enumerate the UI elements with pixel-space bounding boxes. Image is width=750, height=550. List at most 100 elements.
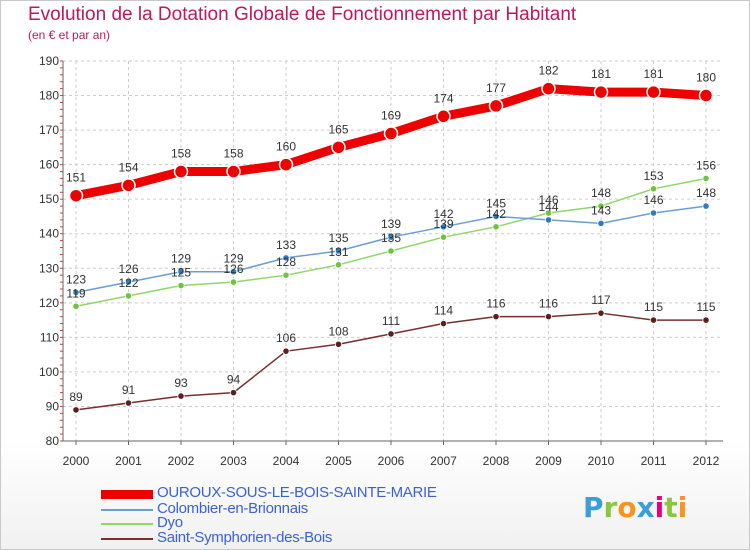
data-label: 148 xyxy=(696,186,716,200)
data-label: 181 xyxy=(643,67,663,81)
y-tick-label: 120 xyxy=(39,296,59,310)
x-tick-label: 2009 xyxy=(535,454,562,468)
legend-label: OUROUX-SOUS-LE-BOIS-SAINTE-MARIE xyxy=(157,484,437,501)
x-tick-label: 2001 xyxy=(115,454,142,468)
x-tick-label: 2003 xyxy=(220,454,247,468)
y-tick-label: 160 xyxy=(39,158,59,172)
data-point xyxy=(334,261,343,269)
data-point xyxy=(649,316,658,324)
legend-label: Saint-Symphorien-des-Bois xyxy=(157,529,333,546)
data-point xyxy=(72,406,80,414)
data-point xyxy=(541,81,556,96)
data-point xyxy=(597,219,605,227)
data-point xyxy=(72,302,80,310)
data-label: 125 xyxy=(171,266,191,280)
legend-swatch xyxy=(101,489,153,499)
legend-swatch xyxy=(101,523,153,525)
data-label: 156 xyxy=(696,158,716,172)
data-label: 89 xyxy=(69,390,83,404)
x-tick-label: 2002 xyxy=(168,454,195,468)
y-tick-label: 80 xyxy=(46,434,60,448)
data-label: 116 xyxy=(486,297,505,311)
chart-subtitle: (en € et par an) xyxy=(28,28,111,42)
data-label: 165 xyxy=(328,122,348,136)
data-label: 144 xyxy=(538,200,558,214)
x-tick-label: 2005 xyxy=(325,454,352,468)
legend-item: OUROUX-SOUS-LE-BOIS-SAINTE-MARIE xyxy=(101,484,437,502)
y-tick-label: 190 xyxy=(39,54,59,68)
data-point xyxy=(278,157,294,172)
x-tick-label: 2007 xyxy=(430,454,457,468)
data-point xyxy=(544,209,553,217)
data-point xyxy=(124,278,133,286)
data-label: 145 xyxy=(486,196,506,210)
legend-item: Saint-Symphorien-des-Bois xyxy=(101,529,401,547)
y-tick-label: 90 xyxy=(46,399,60,413)
data-label: 139 xyxy=(381,217,401,231)
data-point xyxy=(229,389,238,397)
data-label: 139 xyxy=(433,217,453,231)
data-point xyxy=(488,98,504,114)
data-point xyxy=(439,233,448,241)
data-label: 115 xyxy=(644,300,663,314)
x-tick-label: 2012 xyxy=(693,454,720,468)
x-tick-label: 2006 xyxy=(378,454,405,468)
data-point xyxy=(646,84,661,100)
legend-swatch xyxy=(101,538,153,540)
data-label: 174 xyxy=(433,91,453,105)
data-point xyxy=(282,271,290,279)
data-point xyxy=(124,292,133,300)
y-tick-label: 180 xyxy=(39,89,59,103)
data-label: 123 xyxy=(66,272,86,286)
data-point xyxy=(387,247,395,255)
chart-title: Evolution de la Dotation Globale de Fonc… xyxy=(28,4,577,25)
data-point xyxy=(597,202,605,210)
data-label: 129 xyxy=(223,252,243,266)
legend-label: Dyo xyxy=(157,514,183,531)
data-label: 119 xyxy=(66,286,85,300)
logo-letter: o xyxy=(617,491,637,524)
data-point xyxy=(597,309,605,317)
data-point xyxy=(593,84,609,100)
data-label: 158 xyxy=(223,147,243,161)
data-point xyxy=(383,126,399,141)
x-tick-label: 2000 xyxy=(63,454,90,468)
data-label: 146 xyxy=(538,193,558,207)
data-label: 122 xyxy=(118,276,138,290)
data-label: 93 xyxy=(174,376,188,390)
data-label: 143 xyxy=(591,203,611,217)
data-point xyxy=(282,254,290,262)
y-tick-label: 170 xyxy=(39,123,59,137)
data-label: 158 xyxy=(171,147,191,161)
logo-letter: x xyxy=(636,491,655,524)
data-point xyxy=(492,212,500,221)
data-label: 133 xyxy=(276,238,296,252)
data-point xyxy=(387,330,395,338)
data-label: 151 xyxy=(66,171,86,185)
data-label: 177 xyxy=(486,81,506,95)
data-label: 115 xyxy=(696,300,715,314)
proxiti-logo: Proxiti xyxy=(583,491,687,524)
logo-letter: t xyxy=(664,491,678,524)
data-label: 154 xyxy=(118,160,138,174)
data-point xyxy=(177,392,185,400)
data-label: 106 xyxy=(276,331,296,345)
data-label: 181 xyxy=(591,67,611,81)
data-point xyxy=(173,164,189,179)
data-point xyxy=(177,268,185,276)
data-label: 91 xyxy=(122,383,136,397)
data-point xyxy=(387,233,395,241)
data-label: 111 xyxy=(382,314,401,328)
data-point xyxy=(436,109,451,124)
data-label: 146 xyxy=(643,193,663,207)
data-label: 148 xyxy=(591,186,611,200)
data-point xyxy=(439,223,448,231)
data-label: 108 xyxy=(328,324,348,338)
data-point xyxy=(649,185,658,193)
data-label: 153 xyxy=(643,169,663,183)
data-label: 128 xyxy=(276,255,296,269)
data-point xyxy=(544,313,553,321)
x-tick-label: 2004 xyxy=(273,454,300,468)
data-point xyxy=(68,188,84,203)
